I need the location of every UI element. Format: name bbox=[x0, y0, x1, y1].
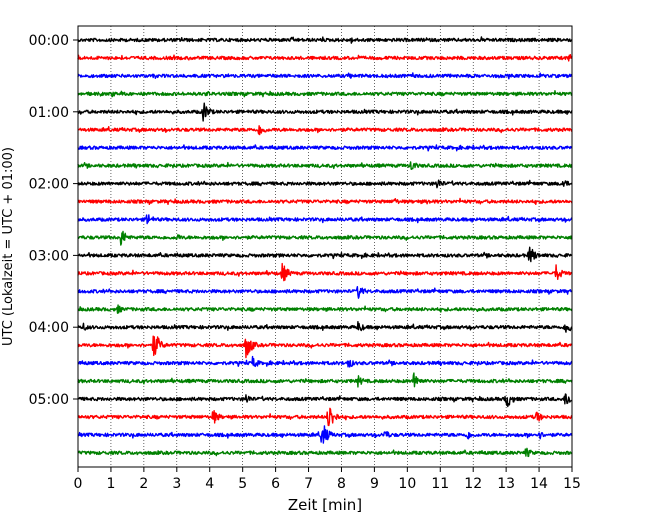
x-tick-label: 14 bbox=[530, 476, 548, 492]
y-axis-label: UTC (Lokalzeit = UTC + 01:00) bbox=[1, 147, 16, 346]
x-tick-label: 11 bbox=[431, 476, 449, 492]
trace-0245 bbox=[77, 230, 573, 246]
y-tick-label: 03:00 bbox=[29, 248, 69, 264]
trace-0330 bbox=[77, 286, 573, 299]
trace-0130 bbox=[77, 144, 573, 152]
trace-0315 bbox=[77, 262, 573, 282]
x-tick-label: 10 bbox=[398, 476, 416, 492]
x-tick-label: 2 bbox=[139, 476, 148, 492]
x-tick-label: 6 bbox=[271, 476, 280, 492]
trace-0430 bbox=[77, 355, 573, 368]
x-tick-label: 12 bbox=[464, 476, 482, 492]
seismic-traces bbox=[77, 36, 573, 458]
x-tick-label: 7 bbox=[304, 476, 313, 492]
x-axis-ticks: 0 1 2 3 4 5 6 7 8 9 10 11 12 13 14 15 bbox=[74, 467, 581, 492]
trace-0300 bbox=[77, 246, 573, 263]
trace-0545 bbox=[77, 447, 573, 458]
trace-0415 bbox=[77, 335, 573, 359]
x-tick-label: 5 bbox=[238, 476, 247, 492]
trace-0500 bbox=[77, 393, 573, 408]
y-tick-label: 04:00 bbox=[29, 320, 69, 336]
trace-0045 bbox=[77, 90, 573, 98]
x-axis-label: Zeit [min] bbox=[288, 496, 362, 514]
trace-0215 bbox=[77, 197, 573, 206]
x-tick-label: 15 bbox=[563, 476, 581, 492]
y-tick-label: 00:00 bbox=[29, 33, 69, 49]
trace-0200 bbox=[77, 179, 573, 189]
trace-0015 bbox=[77, 53, 573, 62]
x-tick-label: 0 bbox=[74, 476, 83, 492]
x-tick-label: 1 bbox=[106, 476, 115, 492]
x-tick-label: 13 bbox=[497, 476, 515, 492]
trace-0100 bbox=[77, 102, 573, 122]
x-tick-label: 3 bbox=[172, 476, 181, 492]
x-tick-label: 4 bbox=[205, 476, 214, 492]
trace-0000 bbox=[77, 36, 573, 44]
x-tick-label: 8 bbox=[337, 476, 346, 492]
y-tick-label: 05:00 bbox=[29, 392, 69, 408]
trace-0115 bbox=[77, 125, 573, 136]
trace-0345 bbox=[77, 304, 573, 314]
y-tick-label: 02:00 bbox=[29, 177, 69, 193]
y-axis-ticks: 00:00 01:00 02:00 03:00 04:00 05:00 bbox=[29, 33, 78, 408]
trace-0145 bbox=[77, 161, 573, 170]
plot-frame bbox=[77, 25, 573, 468]
trace-0230 bbox=[77, 214, 573, 225]
trace-0530 bbox=[77, 425, 573, 444]
trace-0030 bbox=[77, 72, 573, 80]
trace-0400 bbox=[77, 321, 573, 333]
x-tick-label: 9 bbox=[370, 476, 379, 492]
y-tick-label: 01:00 bbox=[29, 105, 69, 121]
trace-0445 bbox=[77, 372, 573, 388]
trace-0515 bbox=[77, 407, 573, 427]
